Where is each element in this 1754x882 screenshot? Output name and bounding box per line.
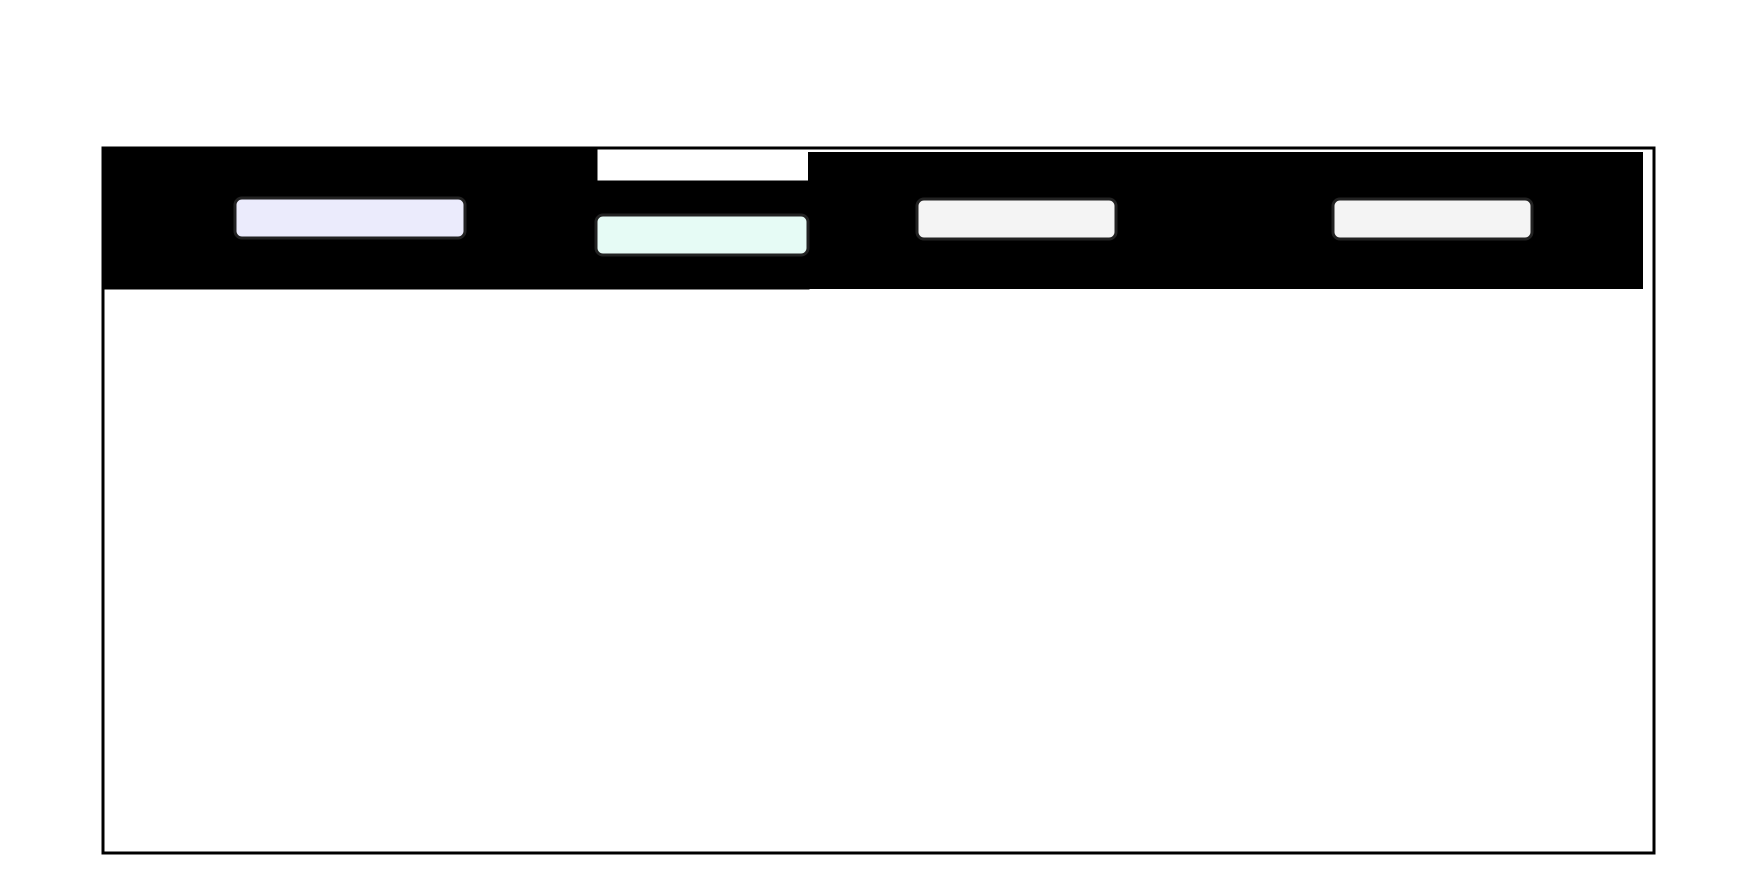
pack-6vr-rect	[101, 146, 598, 290]
label-6vr	[233, 196, 467, 240]
bundle-outline	[101, 146, 1656, 855]
label-filler-2	[1331, 197, 1534, 241]
label-1jt	[594, 213, 810, 257]
label-filler-1	[915, 197, 1118, 241]
